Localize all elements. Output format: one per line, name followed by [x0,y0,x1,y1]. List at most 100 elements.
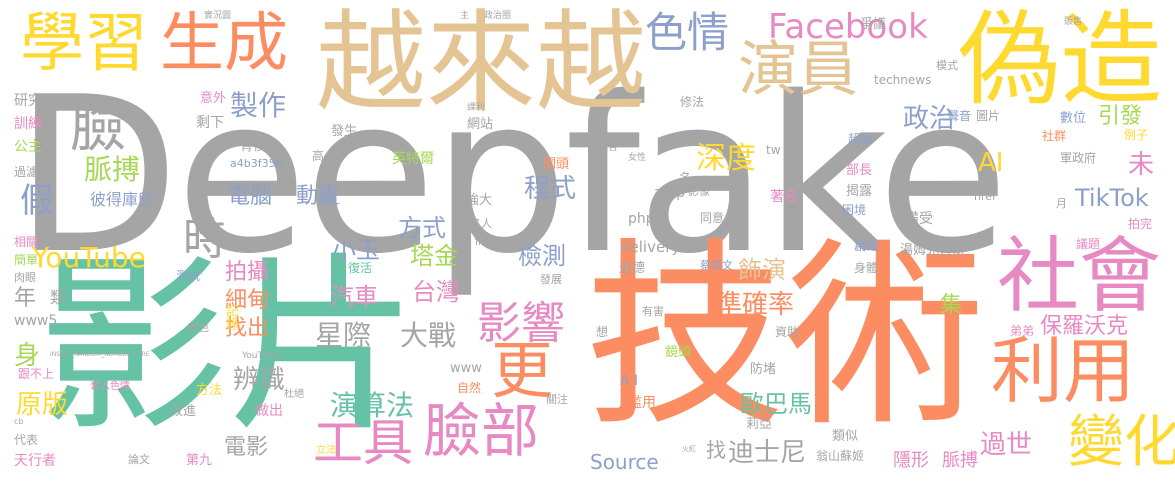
word-chaoguo: 超過 [848,132,873,146]
word-insert-random: INSERT_RANDOM_NUMBER_HERE [50,351,150,358]
word-jilu: 記錄 [223,304,238,330]
word-tianxingzhe: 天行者 [14,453,56,469]
word-youtube: YouTube [32,241,146,274]
word-php: php [628,211,655,227]
word-yingpian: 影片 [38,236,419,457]
word-huohong: 火紅 [682,445,696,453]
word-jia: 假 [20,181,54,221]
word-a: A [540,211,546,220]
word-xingji: 星際 [315,319,372,352]
word-lunwen: 論文 [128,453,150,466]
word-technews: technews [874,73,932,87]
word-fangfa: 方法 [196,383,223,398]
word-zhu: 主 [460,11,470,21]
word-qiche: 汽車 [330,283,378,311]
word-kunjing: 困境 [842,203,867,217]
word-gongzhu: 公主 [14,139,42,155]
word-seqing: 色情 [645,8,730,57]
word-maibo2: 脈搏 [942,450,978,471]
word-keli: 課利 [467,103,486,113]
word-tangmukelusi: 湯姆克魯斯 [900,243,966,258]
word-paishe: 拍攝 [225,260,270,285]
word-fanshou: 販售 [1064,17,1083,27]
word-didi: 弟弟 [1010,324,1035,338]
word-guoshi: 過世 [980,430,1033,460]
word-jiance: 檢測 [518,242,566,270]
word-baoluowoke: 保羅沃克 [1040,314,1129,339]
word-mingren: 名人 [470,217,492,230]
word-zhao: 找 [706,438,726,462]
word-delivery: delivery [620,238,681,256]
word-zhengzhi: 政治 [903,104,956,134]
word-ci: 次 [196,207,210,222]
word-weizao: 偽造 [958,1,1162,120]
word-peterkuxin: 彼得庫欣 [90,190,155,209]
word-shiyan2: 失言 [598,142,618,153]
word-lizi: 例子 [1124,128,1149,142]
word-rouyan: 肉眼 [14,271,36,284]
word-buzhang: 部長 [846,163,873,178]
word-shengyin: 聲音 [947,109,972,123]
word-wei: 未 [1128,150,1155,180]
word-zizhu: 資助 [775,325,800,339]
word-dishini: 迪士尼 [728,438,807,468]
word-beihou: 背後 [240,139,267,154]
word-shi: 時 [183,214,227,265]
word-shuwei: 數位 [1060,111,1087,126]
word-yinxing: 隱形 [893,450,929,471]
word-yiwai: 意外 [200,91,227,106]
word-oubama: 歐巴馬 [740,390,812,418]
word-fazhan: 發展 [540,273,562,286]
word-beishou: 備受 [905,211,933,227]
word-moshi: 模式 [936,59,958,72]
word-gao: 高 [312,149,325,163]
word-ji: 集 [940,293,963,318]
word-zhaochu: 找出 [225,316,270,341]
word-yingxiang: 影響 [477,298,565,349]
word-geng: 更 [491,334,554,407]
word-zuochu: 做出 [255,403,283,419]
word-diannao: 電腦 [228,184,273,209]
word-fuhuo: 復活 [348,261,373,275]
word-gaijin: 改進 [170,404,197,419]
word-moxing: 模型 [934,183,959,197]
word-ceshi: 測試 [176,269,201,283]
word-junzhengfu: 軍政府 [1060,151,1097,165]
word-chuangzao: 創造 [854,239,881,254]
word-shengxia: 剩下 [196,115,224,131]
word-caiyingwen: 蔡英文 [700,259,733,272]
word-tiktok: TikTok [1075,184,1149,212]
word-shenti: 身體 [854,261,879,275]
word-yuanban: 原版 [16,390,69,420]
word-tajin: 塔金 [410,242,458,270]
word-xu: 需 [474,232,488,248]
word-shendu: 深度 [696,141,756,176]
word-xiang: 想 [596,325,609,339]
word-jingtou: 鏡頭 [665,345,692,360]
word-amp: amp [654,185,686,201]
word-guolv: 過濾 [14,165,39,179]
word-href: href [974,190,996,203]
word-tupian: 圖片 [976,109,1001,123]
word-zhengyi: 爭議 [860,17,887,32]
word-zongtong: 總統 [145,145,164,155]
word-youtuber: YouTuber [242,351,283,361]
word-ming: 名 [679,171,692,185]
word-dijiu: 第九 [186,453,213,468]
word-ziran: 自然 [457,381,482,395]
word-xuexi: 學習 [20,7,148,81]
word-yinfa: 引發 [1098,104,1143,129]
word-jielu: 揭露 [846,184,873,199]
word-fuse: 膚色 [187,321,209,334]
word-genbushang: 跟不上 [18,367,55,381]
word-lianbu: 臉部 [423,397,540,465]
word-cb: cb [14,417,24,426]
word-xiufa: 修法 [680,95,705,109]
word-yingxiang2: 影像 [688,185,710,198]
word-yansuanfa: 演算法 [330,389,415,422]
word-deepfake: Deepfake [14,50,1009,301]
word-jishu: 技術 [585,221,986,454]
word-yue: 月 [1056,197,1067,210]
word-daode: 道德 [619,261,646,276]
word-lifa: 立法 [316,445,336,456]
